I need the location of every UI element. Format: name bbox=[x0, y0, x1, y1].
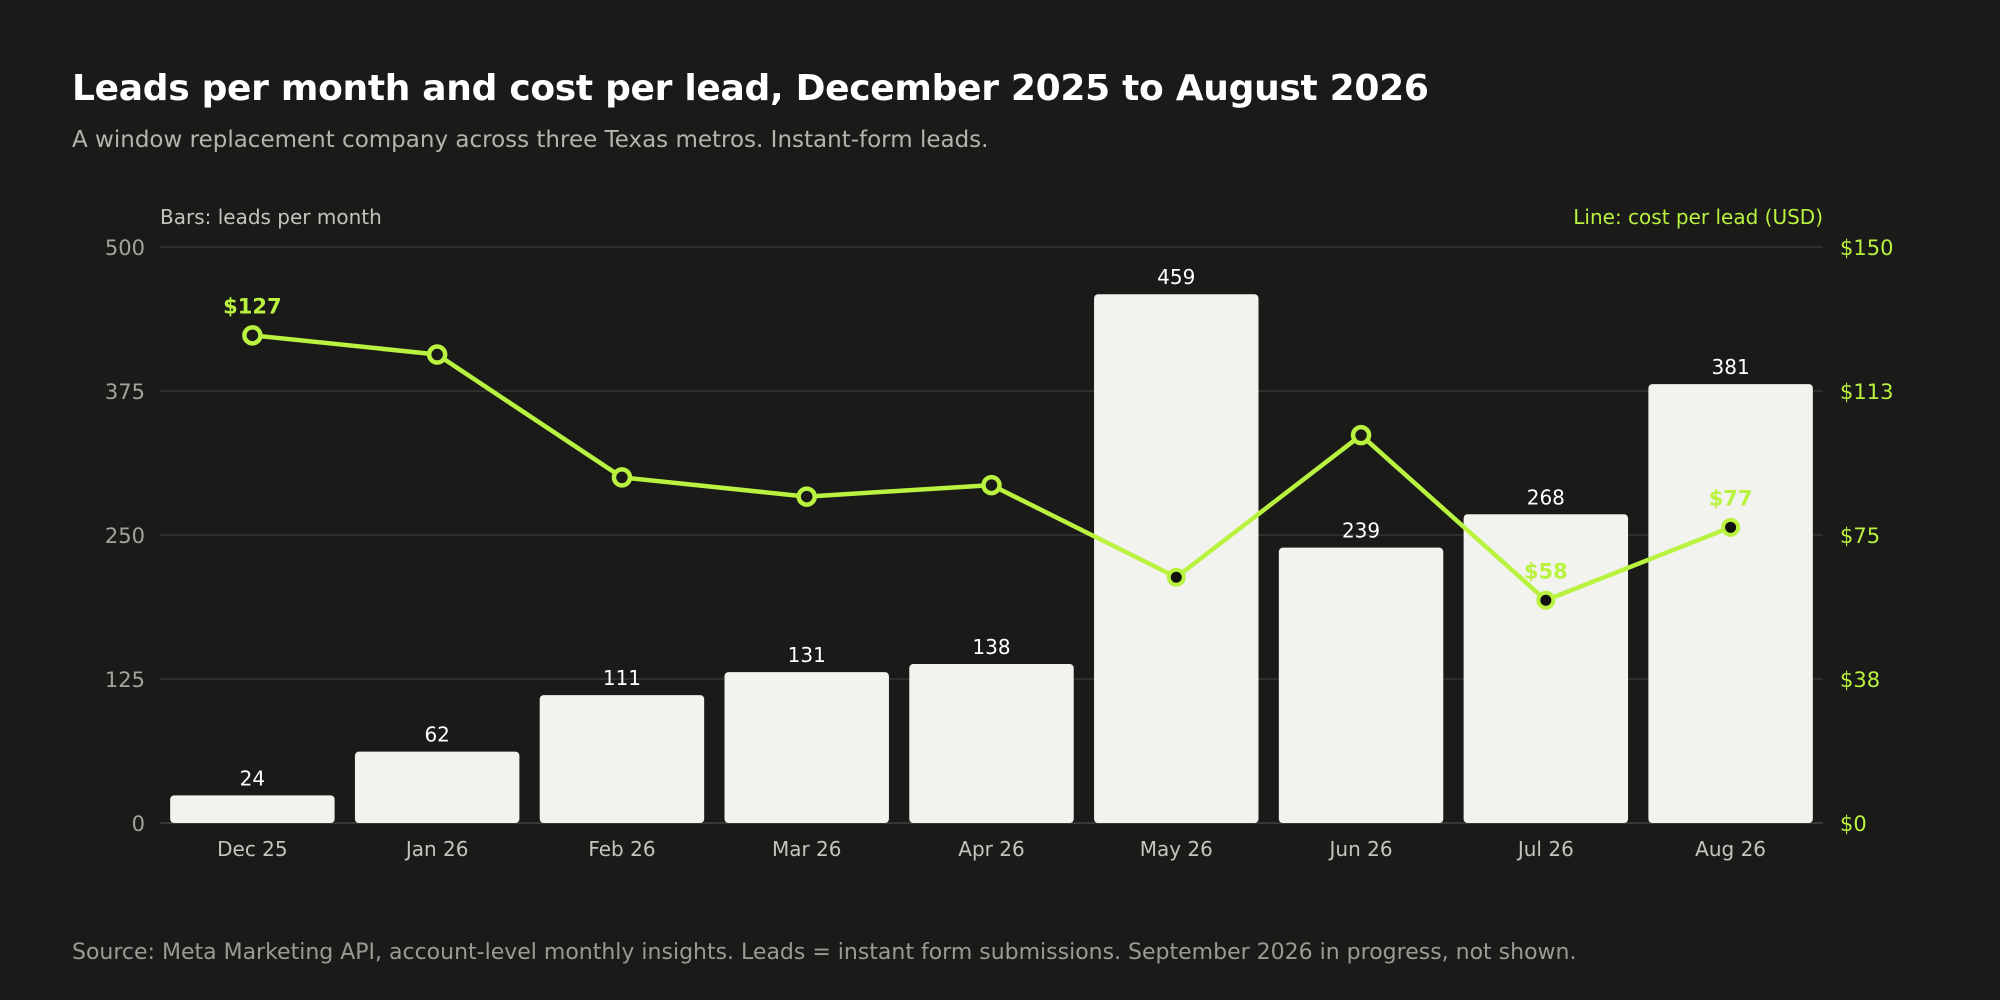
right-tick-label: $150 bbox=[1840, 236, 1893, 260]
right-axis-title: Line: cost per lead (USD) bbox=[1573, 205, 1823, 229]
bar bbox=[1094, 294, 1259, 823]
bar bbox=[909, 664, 1074, 823]
left-tick-label: 375 bbox=[105, 380, 145, 404]
left-tick-label: 250 bbox=[105, 524, 145, 548]
bar bbox=[1463, 514, 1629, 823]
category-label: Jul 26 bbox=[1516, 837, 1574, 861]
bar-value-label: 131 bbox=[788, 643, 826, 667]
bar bbox=[170, 795, 335, 823]
category-label: Apr 26 bbox=[958, 837, 1024, 861]
left-tick-label: 125 bbox=[105, 668, 145, 692]
left-axis-title: Bars: leads per month bbox=[160, 205, 382, 229]
cpl-marker bbox=[426, 344, 448, 365]
right-tick-label: $75 bbox=[1840, 524, 1880, 548]
category-label: Aug 26 bbox=[1695, 837, 1766, 861]
bar-value-label: 459 bbox=[1157, 265, 1195, 289]
cpl-marker bbox=[1721, 517, 1741, 537]
source-note: Source: Meta Marketing API, account-leve… bbox=[72, 940, 1577, 965]
bar bbox=[539, 695, 705, 823]
bar bbox=[1648, 384, 1813, 823]
category-label: Feb 26 bbox=[588, 837, 655, 861]
chart-subtitle: A window replacement company across thre… bbox=[72, 127, 989, 153]
bar-value-label: 239 bbox=[1342, 519, 1380, 543]
cpl-marker bbox=[1166, 567, 1186, 587]
bar bbox=[1278, 547, 1444, 823]
category-label: Dec 25 bbox=[217, 837, 288, 861]
category-label: Jun 26 bbox=[1328, 837, 1393, 861]
cpl-marker bbox=[1536, 590, 1556, 610]
cpl-marker bbox=[796, 486, 817, 507]
bar bbox=[354, 751, 520, 823]
category-label: Mar 26 bbox=[772, 837, 842, 861]
cpl-marker bbox=[611, 467, 633, 488]
category-label: Jan 26 bbox=[404, 837, 469, 861]
chart-title: Leads per month and cost per lead, Decem… bbox=[72, 68, 1429, 109]
left-tick-label: 500 bbox=[105, 236, 145, 260]
bar-value-label: 111 bbox=[603, 666, 641, 690]
cpl-marker bbox=[1350, 424, 1372, 446]
bar-value-label: 381 bbox=[1712, 355, 1750, 379]
cpl-point-label: $127 bbox=[223, 294, 281, 318]
right-tick-label: $113 bbox=[1840, 380, 1893, 404]
category-label: May 26 bbox=[1140, 837, 1213, 861]
bar-value-label: 268 bbox=[1527, 485, 1565, 509]
cpl-point-label: $58 bbox=[1524, 559, 1568, 583]
left-tick-label: 0 bbox=[132, 812, 145, 836]
bar-value-label: 24 bbox=[240, 766, 265, 790]
cpl-marker bbox=[242, 325, 263, 346]
bar-value-label: 138 bbox=[972, 635, 1010, 659]
bar-value-label: 62 bbox=[424, 723, 449, 747]
cpl-marker bbox=[981, 474, 1002, 496]
right-tick-label: $0 bbox=[1840, 812, 1867, 836]
right-tick-label: $38 bbox=[1840, 668, 1880, 692]
cpl-point-label: $77 bbox=[1709, 486, 1753, 510]
bar bbox=[724, 672, 889, 823]
